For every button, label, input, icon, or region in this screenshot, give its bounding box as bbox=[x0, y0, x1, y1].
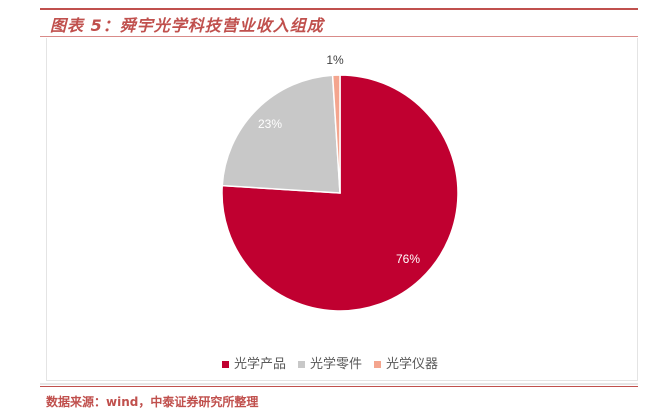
pie-slice-2 bbox=[221, 74, 341, 194]
legend-item-3: 光学仪器 bbox=[374, 357, 438, 372]
data-label-1: 76% bbox=[396, 252, 420, 266]
legend-label: 光学仪器 bbox=[386, 357, 439, 372]
pie-slice-1 bbox=[221, 74, 459, 312]
legend-label: 光学产品 bbox=[233, 357, 286, 372]
figure-title: 图表 5：舜宇光学科技营业收入组成 bbox=[50, 16, 324, 35]
pie-slice-3 bbox=[331, 74, 341, 194]
legend-swatch bbox=[221, 361, 229, 368]
legend-item-1: 光学产品 bbox=[221, 357, 286, 372]
top-rule bbox=[40, 8, 638, 10]
source-rule bbox=[40, 386, 638, 387]
source-note: 数据来源：wind，中泰证券研究所整理 bbox=[46, 395, 259, 409]
source-rule-gray bbox=[40, 383, 638, 385]
chart-frame bbox=[46, 38, 638, 381]
legend-item-2: 光学零件 bbox=[297, 357, 362, 372]
legend: 光学产品 光学零件 光学仪器 bbox=[0, 353, 660, 372]
legend-swatch bbox=[374, 361, 381, 368]
title-rule bbox=[40, 36, 638, 37]
legend-swatch bbox=[297, 361, 305, 368]
data-label-2: 23% bbox=[258, 117, 282, 131]
data-label-3: 1% bbox=[326, 53, 344, 67]
legend-label: 光学零件 bbox=[309, 357, 362, 372]
